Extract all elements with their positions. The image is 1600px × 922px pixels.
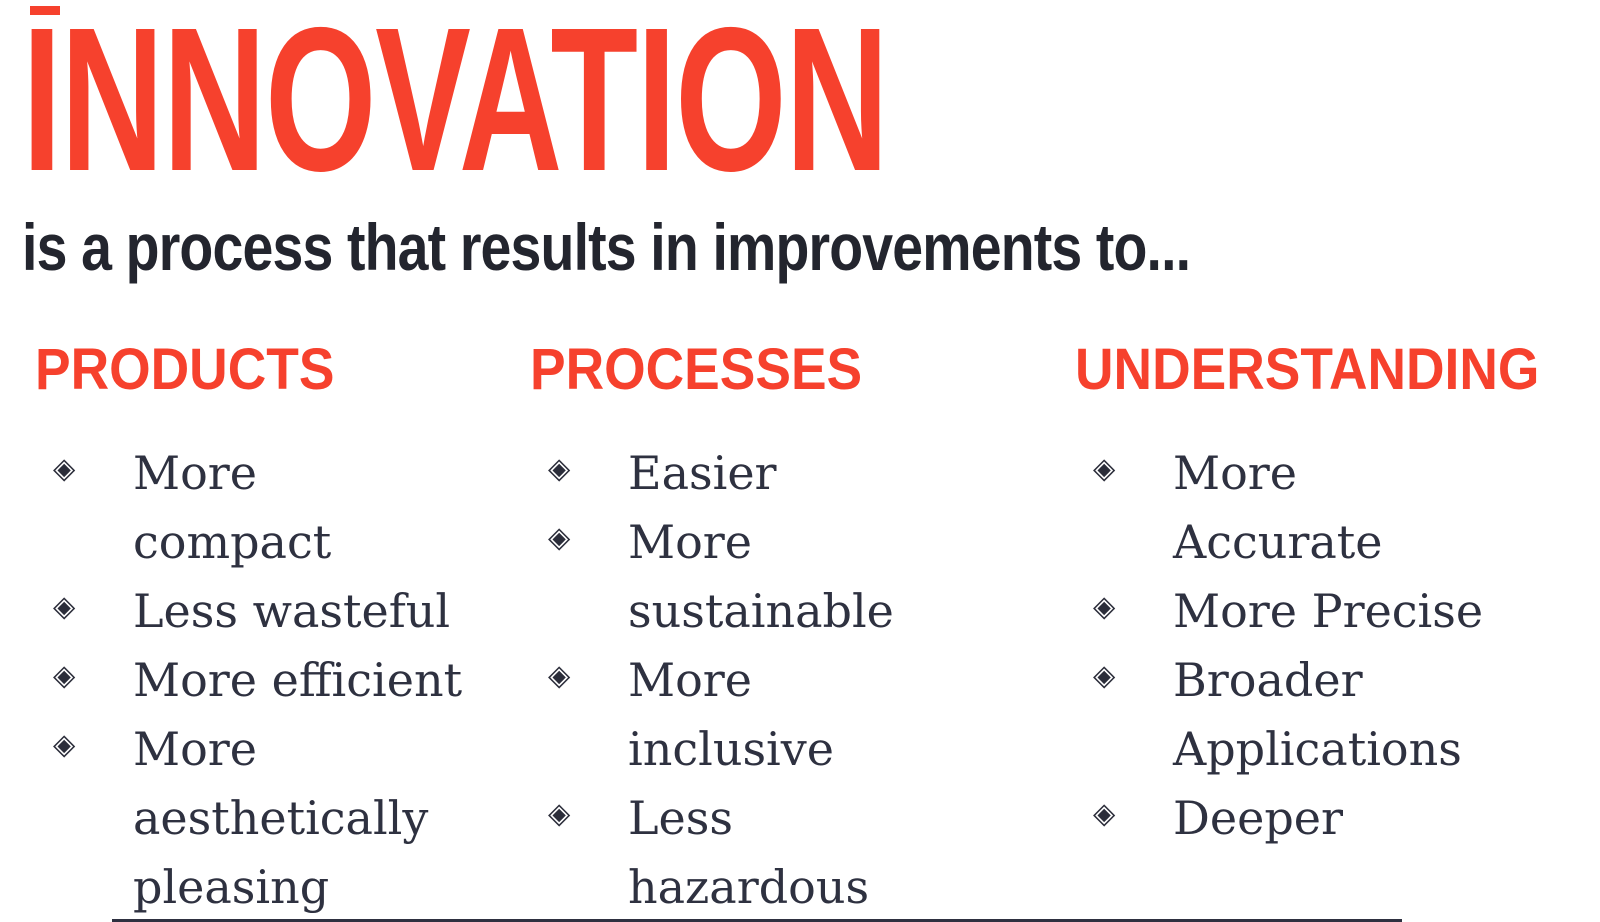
list-item-label: More compact (133, 446, 332, 570)
column-processes-list: ◈ Easier ◈ More sustainable ◈ More inclusive ◈… (530, 439, 1075, 922)
diamond-bullet-icon: ◈ (548, 658, 571, 693)
column-products-list: ◈ More compact ◈ Less wasteful ◈ More efficie… (35, 439, 530, 922)
list-item-label: Broader Applications (1173, 653, 1462, 777)
diamond-bullet-icon: ◈ (1093, 658, 1116, 693)
list-item: ◈ Broader Applications (1093, 646, 1580, 784)
list-item: ◈ Less wasteful (53, 577, 530, 646)
diamond-bullet-icon: ◈ (1093, 589, 1116, 624)
diamond-bullet-icon: ◈ (53, 727, 76, 762)
list-item: ◈ More Precise (1093, 577, 1580, 646)
list-item: ◈ Deeper (1093, 784, 1580, 853)
column-processes: PROCESSES ◈ Easier ◈ More sustainable ◈ More … (530, 341, 1075, 922)
column-products: PRODUCTS ◈ More compact ◈ Less wasteful ◈ Mor… (35, 341, 530, 922)
list-item: ◈ More aesthetically pleasing (53, 715, 530, 922)
diamond-bullet-icon: ◈ (548, 520, 571, 555)
page-title: INNOVATION (22, 0, 889, 214)
list-item-label: More inclusive (628, 653, 834, 777)
diamond-bullet-icon: ◈ (1093, 796, 1116, 831)
columns-container: PRODUCTS ◈ More compact ◈ Less wasteful ◈ Mor… (35, 341, 1600, 922)
diamond-bullet-icon: ◈ (53, 589, 76, 624)
list-item-label: More sustainable (628, 515, 894, 639)
column-understanding-heading: UNDERSTANDING (1075, 337, 1540, 403)
list-item: ◈ More inclusive (548, 646, 1075, 784)
list-item: ◈ More efficient (53, 646, 530, 715)
list-item-label: More Precise (1173, 584, 1484, 639)
diamond-bullet-icon: ◈ (53, 451, 76, 486)
list-item: ◈ Less hazardous (548, 784, 1075, 922)
list-item-label: Easier (628, 446, 777, 501)
list-item: ◈ Easier (548, 439, 1075, 508)
column-products-heading: PRODUCTS (35, 337, 335, 403)
corner-decoration (30, 6, 60, 15)
list-item-label: Less wasteful (133, 584, 451, 639)
list-item-label: More Accurate (1173, 446, 1383, 570)
diamond-bullet-icon: ◈ (1093, 451, 1116, 486)
page-subtitle: is a process that results in improvement… (22, 209, 1191, 284)
column-understanding-list: ◈ More Accurate ◈ More Precise ◈ Broader Appl… (1075, 439, 1580, 853)
diamond-bullet-icon: ◈ (548, 451, 571, 486)
diamond-bullet-icon: ◈ (53, 658, 76, 693)
column-processes-heading: PROCESSES (530, 337, 863, 403)
list-item-label: Deeper (1173, 791, 1343, 846)
list-item: ◈ More Accurate (1093, 439, 1580, 577)
list-item-label: More aesthetically pleasing (133, 722, 429, 915)
diamond-bullet-icon: ◈ (548, 796, 571, 831)
list-item: ◈ More sustainable (548, 508, 1075, 646)
list-item-label: Less hazardous (628, 791, 870, 915)
list-item: ◈ More compact (53, 439, 530, 577)
list-item-label: More efficient (133, 653, 463, 708)
column-understanding: UNDERSTANDING ◈ More Accurate ◈ More Precis… (1075, 341, 1580, 922)
